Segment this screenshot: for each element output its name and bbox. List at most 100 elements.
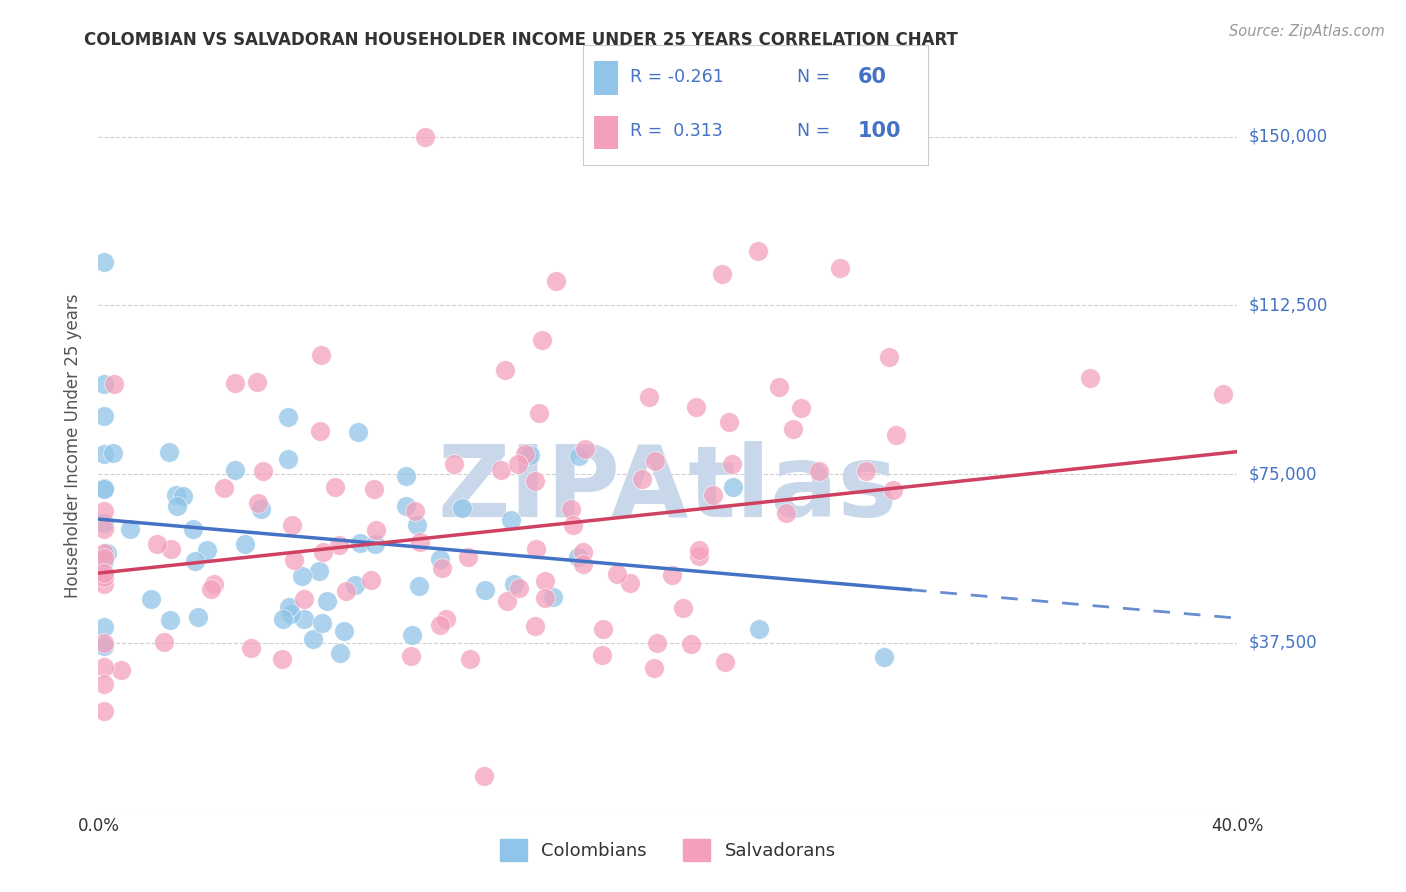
Point bbox=[1080, 371, 1102, 385]
Point bbox=[873, 649, 896, 664]
Point bbox=[309, 425, 332, 439]
Point bbox=[855, 464, 877, 478]
Point bbox=[291, 569, 314, 583]
Point bbox=[93, 566, 115, 580]
Point bbox=[323, 480, 346, 494]
Text: R =  0.313: R = 0.313 bbox=[630, 122, 723, 140]
Point bbox=[501, 513, 523, 527]
Point bbox=[153, 635, 176, 649]
Text: 100: 100 bbox=[858, 121, 901, 141]
Point bbox=[278, 600, 301, 615]
Point bbox=[93, 409, 115, 423]
Point bbox=[531, 334, 554, 348]
Point bbox=[458, 652, 481, 666]
Point bbox=[333, 624, 356, 639]
Point bbox=[644, 453, 666, 467]
Point bbox=[281, 517, 304, 532]
Point bbox=[619, 576, 641, 591]
Point bbox=[429, 618, 451, 632]
Point bbox=[432, 561, 454, 575]
Point bbox=[224, 462, 246, 476]
Point bbox=[474, 582, 496, 597]
Point bbox=[494, 363, 516, 377]
Point bbox=[631, 473, 654, 487]
Point bbox=[195, 543, 218, 558]
Point bbox=[645, 636, 668, 650]
Point bbox=[118, 523, 141, 537]
Point bbox=[360, 573, 382, 587]
Point bbox=[93, 660, 115, 674]
Point bbox=[302, 632, 325, 646]
Point bbox=[775, 506, 797, 520]
Point bbox=[246, 375, 269, 389]
Point bbox=[93, 446, 115, 460]
Point bbox=[93, 482, 115, 496]
Point bbox=[523, 474, 546, 488]
Point bbox=[328, 538, 350, 552]
Point bbox=[233, 537, 256, 551]
Point bbox=[561, 517, 583, 532]
Point bbox=[277, 451, 299, 466]
Point bbox=[457, 550, 479, 565]
Point bbox=[160, 541, 183, 556]
Point bbox=[408, 579, 430, 593]
Point bbox=[93, 677, 115, 691]
Text: $112,500: $112,500 bbox=[1249, 296, 1327, 314]
Point bbox=[429, 551, 451, 566]
Point bbox=[172, 489, 194, 503]
Point bbox=[292, 612, 315, 626]
Point bbox=[343, 577, 366, 591]
Point bbox=[93, 255, 115, 269]
Point bbox=[808, 464, 831, 478]
Point bbox=[93, 636, 115, 650]
Point bbox=[877, 351, 900, 365]
Point bbox=[541, 591, 564, 605]
Point bbox=[533, 574, 555, 588]
Point bbox=[637, 390, 659, 404]
Point bbox=[93, 570, 115, 584]
Point bbox=[93, 481, 115, 495]
Point bbox=[187, 610, 209, 624]
Point bbox=[720, 457, 742, 471]
Point bbox=[311, 615, 333, 630]
Point bbox=[110, 664, 132, 678]
Point bbox=[271, 652, 294, 666]
Point bbox=[502, 576, 524, 591]
Point bbox=[882, 483, 904, 498]
Point bbox=[546, 274, 568, 288]
Point bbox=[395, 499, 418, 513]
Point bbox=[247, 496, 270, 510]
Text: COLOMBIAN VS SALVADORAN HOUSEHOLDER INCOME UNDER 25 YEARS CORRELATION CHART: COLOMBIAN VS SALVADORAN HOUSEHOLDER INCO… bbox=[84, 31, 959, 49]
Legend: Colombians, Salvadorans: Colombians, Salvadorans bbox=[492, 832, 844, 869]
Point bbox=[688, 549, 710, 564]
Point bbox=[434, 612, 457, 626]
Point bbox=[489, 463, 512, 477]
Point bbox=[723, 480, 745, 494]
Point bbox=[184, 554, 207, 568]
Point bbox=[93, 554, 115, 568]
Point bbox=[524, 619, 547, 633]
Point bbox=[685, 400, 707, 414]
Point bbox=[364, 523, 387, 537]
Point bbox=[496, 593, 519, 607]
Point bbox=[710, 267, 733, 281]
Point bbox=[363, 482, 385, 496]
Text: R = -0.261: R = -0.261 bbox=[630, 68, 724, 87]
Point bbox=[790, 401, 813, 416]
Text: 60: 60 bbox=[858, 67, 886, 87]
Point bbox=[524, 541, 547, 556]
Point bbox=[401, 628, 423, 642]
Point bbox=[643, 661, 665, 675]
Point bbox=[702, 488, 724, 502]
Point bbox=[413, 129, 436, 144]
Point bbox=[395, 469, 418, 483]
Point bbox=[93, 376, 115, 391]
Text: $150,000: $150,000 bbox=[1249, 128, 1327, 145]
Point bbox=[93, 576, 115, 591]
FancyBboxPatch shape bbox=[593, 116, 619, 149]
Point bbox=[672, 601, 695, 615]
Point bbox=[606, 567, 628, 582]
Point bbox=[349, 536, 371, 550]
Point bbox=[508, 581, 530, 595]
Point bbox=[472, 769, 495, 783]
